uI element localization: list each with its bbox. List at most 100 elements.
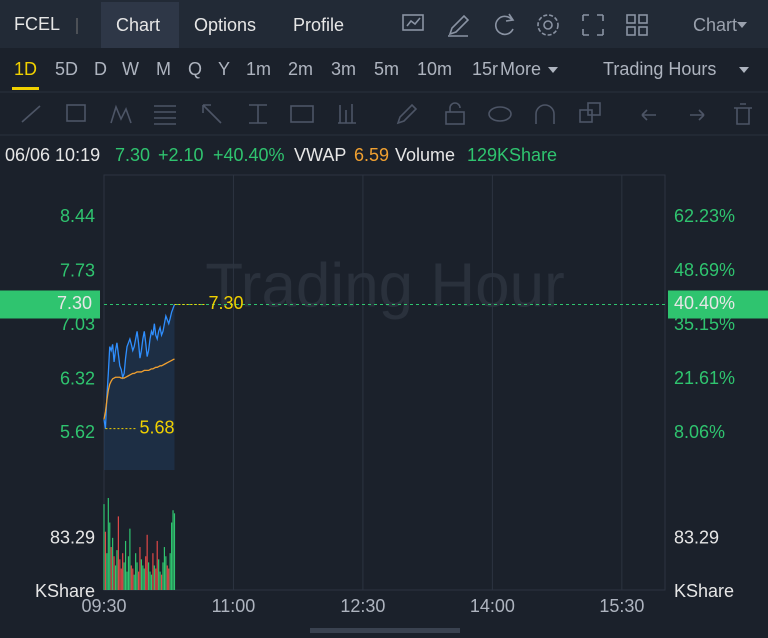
volume-bar	[142, 565, 144, 590]
volume-bar	[173, 513, 176, 590]
quote-price: 7.30	[115, 145, 150, 165]
active-tab-bg	[101, 2, 179, 48]
volume-bar	[130, 565, 132, 590]
volume-unit: KShare	[35, 581, 95, 601]
volume-bar	[162, 562, 164, 590]
period[interactable]: 1D	[14, 59, 37, 79]
volume-bar	[123, 562, 125, 590]
scrollbar[interactable]	[310, 628, 460, 633]
last-pct-label: 40.40%	[674, 293, 735, 313]
period[interactable]: Q	[188, 59, 202, 79]
period[interactable]: 2m	[288, 59, 313, 79]
x-tick-label: 15:30	[599, 596, 644, 616]
plot-frame	[103, 174, 666, 591]
volume-bar	[103, 504, 105, 590]
volume-bar	[119, 559, 121, 590]
quote-change-pct: +40.40%	[213, 145, 285, 165]
volume-tick-label: 83.29	[50, 528, 95, 548]
tab[interactable]: Chart	[116, 15, 160, 35]
period-bar: 1D 5D D W M Q Y 1m 2m 3m 5m 10m 15r More	[12, 59, 558, 90]
y2-tick-label: 48.69%	[674, 260, 735, 280]
period-underline	[12, 87, 39, 90]
volume-bar	[124, 540, 127, 590]
volume-bar	[117, 516, 119, 590]
volume-bar	[153, 565, 155, 590]
dropdown-arrow	[739, 67, 749, 73]
volume-bar	[136, 562, 138, 590]
period[interactable]: W	[122, 59, 139, 79]
period[interactable]: 3m	[331, 59, 356, 79]
period[interactable]: 10m	[417, 59, 452, 79]
quote-time: 06/06 10:19	[5, 145, 100, 165]
volume-bar	[120, 568, 122, 590]
session-menu[interactable]: Trading Hours	[603, 59, 716, 79]
dropdown-arrow	[737, 22, 747, 28]
volume-bar	[132, 568, 134, 590]
volume-bar	[165, 556, 167, 590]
tab[interactable]: Options	[194, 15, 256, 35]
quote-vwap-label: VWAP	[294, 145, 346, 165]
volume-bar	[150, 574, 153, 590]
x-tick-label: 12:30	[340, 596, 385, 616]
y-tick-label: 5.62	[60, 422, 95, 442]
volume-bar	[147, 562, 150, 590]
drawing-tools[interactable]	[21, 102, 752, 125]
last-price-label: 7.30	[57, 293, 92, 313]
volume-bar	[169, 553, 171, 590]
volume-bar	[137, 571, 140, 590]
volume-bar	[158, 559, 160, 590]
x-tick-label: 14:00	[470, 596, 515, 616]
symbol[interactable]: FCEL	[14, 14, 60, 34]
watermark: Trading Hour	[205, 251, 565, 320]
volume-bar	[139, 547, 141, 590]
period[interactable]: 5m	[374, 59, 399, 79]
y2-tick-label: 35.15%	[674, 314, 735, 334]
dropdown-arrow	[548, 67, 558, 73]
y-tick-label: 7.73	[60, 260, 95, 280]
y2-tick-label: 21.61%	[674, 368, 735, 388]
period[interactable]: 15r	[472, 59, 498, 79]
x-tick-label: 11:00	[212, 596, 256, 616]
y-tick-label: 8.44	[60, 206, 95, 226]
volume-bar	[114, 565, 117, 590]
volume-tick-label: 83.29	[674, 528, 719, 548]
volume-bar	[156, 540, 158, 590]
chart-menu[interactable]: Chart	[693, 15, 737, 35]
quote-vwap: 6.59	[354, 145, 389, 165]
y-tick-label: 6.32	[60, 368, 95, 388]
volume-bar	[113, 556, 115, 590]
volume-bar	[135, 553, 137, 590]
vwap-line	[103, 358, 175, 420]
top-icons[interactable]	[402, 13, 648, 37]
period[interactable]: 5D	[55, 59, 78, 79]
quote-volume-label: Volume	[395, 145, 455, 165]
volume-bar	[112, 537, 114, 590]
volume-bar	[160, 574, 163, 590]
last-pct-badge	[668, 290, 768, 319]
quote-change: +2.10	[158, 145, 204, 165]
volume-bar	[149, 571, 151, 590]
y2-tick-label: 8.06%	[674, 422, 725, 442]
period-more[interactable]: More	[500, 59, 541, 79]
volume-bar	[152, 553, 154, 590]
tab[interactable]: Profile	[293, 15, 344, 35]
volume-unit: KShare	[674, 581, 734, 601]
volume-bar	[106, 553, 108, 590]
quote-line: 06/06 10:19 7.30 +2.10 +40.40% VWAP 6.59 Volum…	[5, 145, 557, 165]
volume-bar	[172, 510, 174, 590]
high-label: 7.30	[208, 293, 243, 313]
volume-bar	[166, 565, 168, 590]
volume-bar	[163, 547, 166, 590]
volume-bar	[168, 568, 170, 590]
volume-bar	[116, 550, 118, 590]
period[interactable]: Y	[218, 59, 230, 79]
last-price-badge	[0, 290, 100, 319]
volume-bar	[155, 568, 157, 590]
period[interactable]: D	[94, 59, 107, 79]
period[interactable]: 1m	[246, 59, 271, 79]
chart: Trading Hour 09:30 11:00 12:30 14:00 15:30 5.6…	[0, 174, 768, 616]
period[interactable]: M	[156, 59, 171, 79]
volume-bar	[109, 522, 111, 590]
